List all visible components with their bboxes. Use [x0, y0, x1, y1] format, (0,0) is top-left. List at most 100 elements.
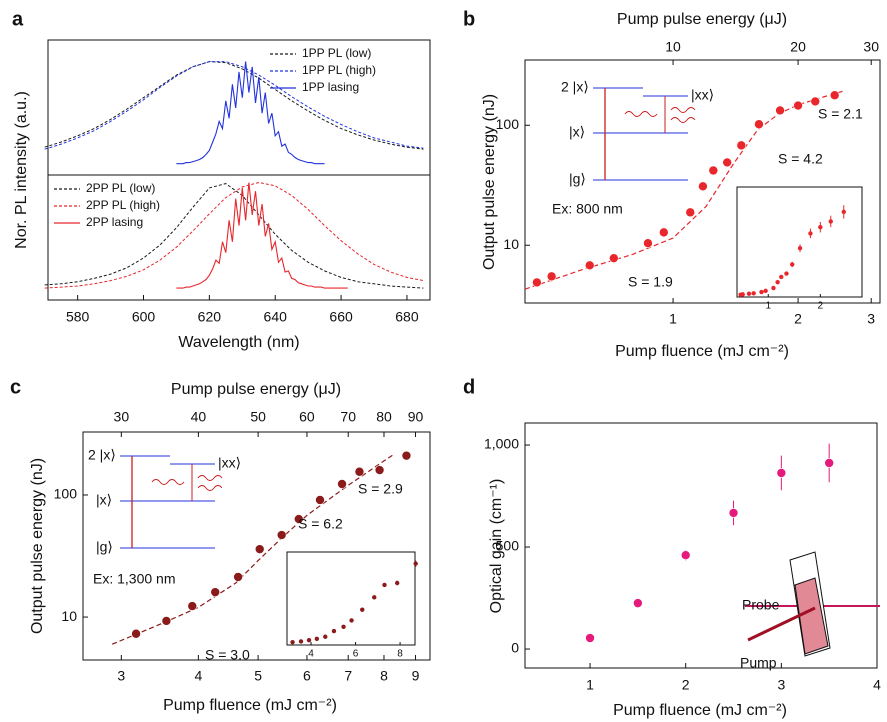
spectrum-line — [44, 181, 424, 289]
inset-point — [382, 582, 387, 588]
plot-frame — [82, 431, 431, 661]
pump-beam — [747, 606, 816, 642]
data-point — [698, 181, 708, 192]
data-point — [293, 514, 304, 524]
inset-point — [290, 639, 295, 645]
x-tick-label: 9 — [412, 668, 420, 684]
spectrum-line — [176, 182, 348, 289]
data-point — [829, 90, 840, 101]
data-point — [708, 165, 719, 176]
inset-point — [323, 634, 328, 639]
data-point — [161, 616, 172, 626]
annotation: S = 2.9 — [358, 481, 403, 497]
x-axis-title: Pump fluence (mJ cm⁻²) — [613, 702, 787, 719]
inset-point — [306, 638, 312, 643]
inset-point — [779, 274, 784, 280]
excitation-label: Ex: 800 nm — [552, 201, 623, 217]
spectrum-line — [44, 61, 424, 150]
data-point — [187, 601, 198, 611]
data-point — [810, 96, 821, 107]
data-point — [131, 628, 141, 639]
data-point — [532, 277, 542, 288]
inset-point — [394, 580, 400, 586]
data-point — [776, 468, 787, 478]
data-point — [728, 508, 739, 518]
top-tick-label: 30 — [863, 39, 879, 55]
top-tick-label: 90 — [408, 409, 424, 425]
legend-label: 1PP PL (low) — [302, 46, 371, 60]
data-point — [546, 271, 557, 282]
annotation: Probe — [742, 597, 780, 613]
inset-tick-label: 4 — [308, 649, 314, 660]
inset-point — [763, 288, 768, 294]
x-tick-label: 3 — [117, 668, 125, 684]
data-point — [210, 587, 221, 597]
inset-point — [746, 291, 752, 296]
inset-frame — [736, 186, 863, 298]
excitation-label: Ex: 1,300 nm — [93, 571, 176, 587]
x-tick-label: 640 — [264, 309, 288, 325]
panel-label: b — [463, 8, 475, 30]
plot-frame — [47, 174, 431, 301]
x-tick-label: 3 — [867, 311, 875, 327]
inset-point — [341, 624, 346, 629]
inset-tick-label: 6 — [353, 649, 359, 660]
fit-line — [111, 453, 395, 645]
x-tick-label: 8 — [380, 668, 388, 684]
inset-point — [818, 224, 823, 230]
data-point — [793, 100, 803, 111]
annotation: S = 3.0 — [205, 647, 250, 663]
legend-label: 1PP lasing — [302, 80, 359, 94]
data-point — [354, 466, 365, 477]
data-point — [685, 207, 696, 218]
top-tick-label: 60 — [299, 409, 315, 425]
inset-point — [331, 628, 337, 634]
inset-point — [349, 618, 354, 623]
spectrum-line — [44, 183, 424, 289]
top-tick-label: 40 — [191, 409, 207, 425]
photon-wave — [151, 475, 223, 491]
level-label: |xx⟩ — [218, 455, 241, 471]
inset-point — [314, 636, 320, 641]
inset-point — [841, 209, 846, 215]
inset-point — [759, 289, 764, 295]
x-tick-label: 1 — [586, 677, 594, 693]
top-tick-label: 20 — [790, 39, 806, 55]
y-tick-label: 100 — [496, 116, 520, 132]
y-axis-title: Optical gain (cm⁻¹) — [488, 479, 505, 614]
data-point — [609, 253, 619, 263]
inset-tick-label: 8 — [397, 649, 403, 660]
data-point — [276, 530, 287, 540]
data-point — [337, 479, 347, 489]
annotation: S = 2.1 — [818, 106, 863, 122]
data-point — [374, 465, 385, 475]
plot-frame — [524, 59, 881, 304]
inset-point — [797, 246, 803, 251]
legend-label: 1PP PL (high) — [302, 63, 376, 77]
x-tick-label: 6 — [303, 668, 311, 684]
x-tick-label: 1 — [669, 311, 677, 327]
data-point — [775, 105, 785, 116]
data-point — [633, 598, 643, 608]
data-point — [254, 544, 265, 554]
inset-point — [775, 279, 780, 285]
top-tick-label: 80 — [376, 409, 392, 425]
inset-point — [808, 231, 813, 236]
x-tick-label: 4 — [873, 677, 881, 693]
level-label: |xx⟩ — [691, 87, 714, 103]
inset-point — [360, 607, 365, 612]
y-tick-label: 10 — [503, 236, 519, 252]
inset-point — [372, 595, 377, 600]
data-point — [722, 157, 732, 168]
annotation: S = 4.2 — [778, 151, 823, 167]
data-point — [754, 119, 764, 130]
legend-label: 2PP PL (low) — [86, 181, 155, 195]
legend-label: 2PP lasing — [86, 215, 143, 229]
annotation: Pump — [740, 655, 777, 671]
annotation: S = 6.2 — [298, 516, 343, 532]
top-axis-title: Pump pulse energy (μJ) — [617, 11, 787, 28]
x-tick-label: 5 — [254, 668, 262, 684]
x-tick-label: 680 — [395, 309, 419, 325]
level-label: |x⟩ — [96, 492, 112, 508]
